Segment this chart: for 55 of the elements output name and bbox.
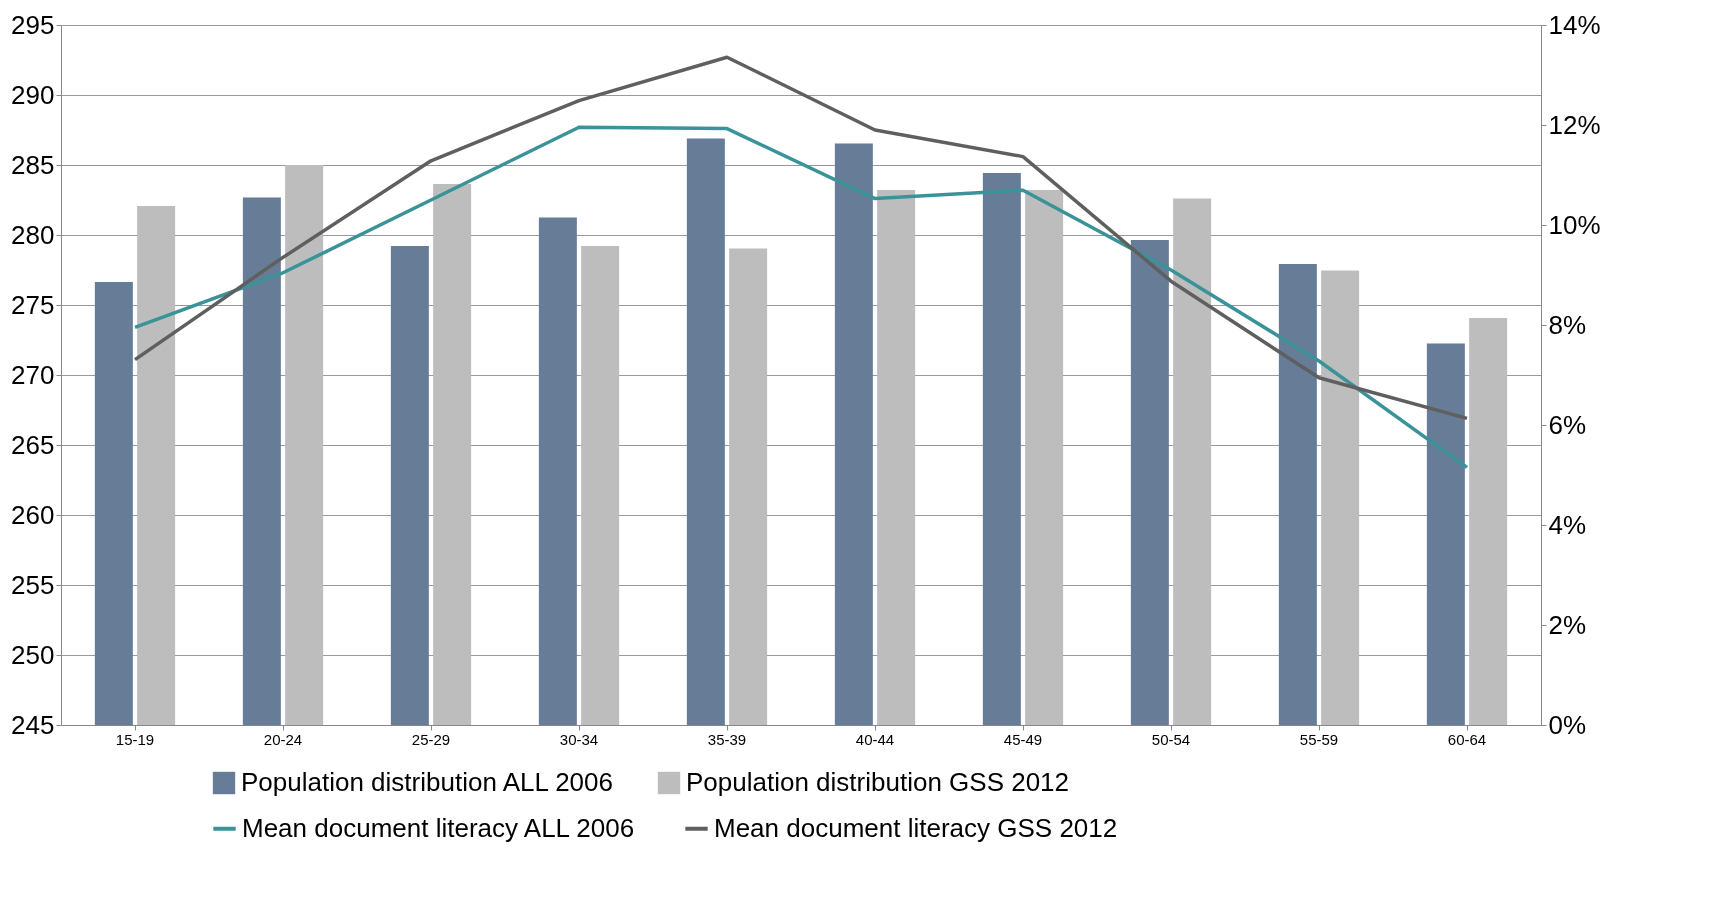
x-tick-label: 40-44	[855, 730, 895, 748]
bar	[729, 248, 768, 725]
legend-label: Mean document literacy ALL 2006	[242, 812, 635, 843]
bar	[1278, 264, 1317, 725]
y-tick-label: 270	[11, 359, 55, 390]
bar	[433, 184, 472, 725]
bar	[982, 173, 1021, 725]
y-tick-label: 255	[11, 569, 55, 600]
bar	[877, 190, 916, 725]
y2-tick-label: 6%	[1548, 409, 1587, 440]
bar	[285, 165, 324, 725]
y2-tick-label: 14%	[1548, 9, 1601, 40]
bar	[686, 138, 725, 725]
x-tick-label: 20-24	[263, 730, 303, 748]
bar	[1426, 343, 1465, 725]
bar	[538, 217, 577, 725]
bar	[581, 246, 620, 725]
y-tick-label: 260	[11, 499, 55, 530]
bar	[834, 143, 873, 725]
x-tick-label: 25-29	[411, 730, 451, 748]
y-tick-label: 280	[11, 219, 55, 250]
y2-tick-label: 2%	[1548, 609, 1587, 640]
bar	[1130, 240, 1169, 725]
bar	[1025, 190, 1064, 725]
x-tick-label: 55-59	[1299, 730, 1339, 748]
bar	[390, 246, 429, 725]
legend-label: Population distribution ALL 2006	[241, 767, 613, 797]
line-series	[133, 55, 1469, 421]
x-tick-label: 50-54	[1151, 730, 1191, 748]
y2-tick-label: 8%	[1548, 309, 1587, 340]
y2-tick-label: 10%	[1548, 209, 1601, 240]
line-series	[133, 125, 1469, 470]
x-tick-label: 45-49	[1003, 730, 1043, 748]
legend-label: Mean document literacy GSS 2012	[714, 812, 1118, 843]
bar	[242, 197, 281, 725]
x-tick-label: 35-39	[707, 730, 747, 748]
y-tick-label: 285	[11, 149, 55, 180]
y-tick-label: 290	[11, 79, 55, 110]
x-tick-label: 30-34	[559, 730, 599, 748]
y2-tick-label: 12%	[1548, 109, 1601, 140]
y-tick-label: 295	[11, 9, 55, 40]
bar	[1321, 270, 1360, 725]
y-tick-label: 250	[11, 639, 55, 670]
y-tick-label: 275	[11, 289, 55, 320]
bar	[1173, 198, 1212, 725]
bar	[1469, 318, 1508, 725]
legend-label: Population distribution GSS 2012	[686, 767, 1070, 797]
y2-tick-label: 0%	[1548, 709, 1587, 740]
bar	[137, 206, 176, 725]
y2-tick-label: 4%	[1548, 509, 1587, 540]
x-tick-label: 60-64	[1447, 730, 1487, 748]
y-tick-label: 265	[11, 429, 55, 460]
bar	[94, 282, 133, 725]
y-tick-label: 245	[11, 709, 55, 740]
x-tick-label: 15-19	[115, 730, 155, 748]
